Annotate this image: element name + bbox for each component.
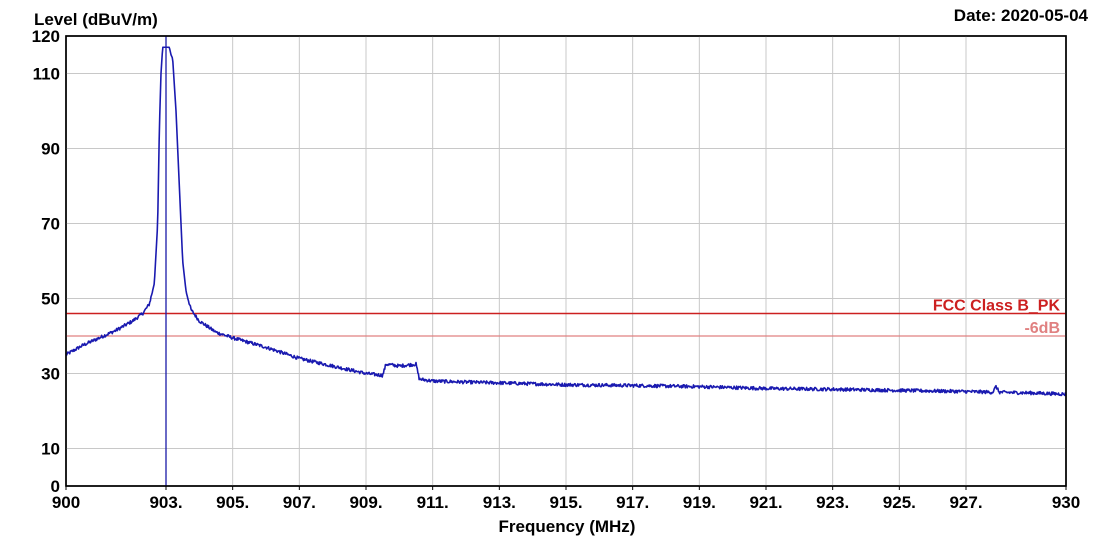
y-axis-label: Level (dBuV/m) bbox=[34, 10, 158, 29]
y-tick-label: 0 bbox=[51, 477, 60, 496]
x-tick-label: 917. bbox=[616, 493, 649, 512]
x-tick-label: 915. bbox=[549, 493, 582, 512]
series-layer bbox=[65, 46, 1067, 397]
plot-frame bbox=[65, 35, 1067, 487]
limit-line-label: -6dB bbox=[1024, 320, 1060, 337]
y-tick-label: 30 bbox=[41, 365, 60, 384]
x-tick-label: 909. bbox=[349, 493, 382, 512]
x-tick-label: 911. bbox=[417, 493, 449, 512]
x-tick-label: 930 bbox=[1052, 493, 1080, 512]
x-tick-label: 903. bbox=[149, 493, 182, 512]
x-tick-label: 923. bbox=[816, 493, 849, 512]
x-tick-label: 921. bbox=[749, 493, 782, 512]
x-tick-label: 925. bbox=[883, 493, 916, 512]
date-label: Date: 2020-05-04 bbox=[954, 6, 1089, 25]
y-tick-label: 50 bbox=[41, 290, 60, 309]
x-tick-label: 919. bbox=[683, 493, 716, 512]
y-tick-label: 90 bbox=[41, 140, 60, 159]
limit-lines: FCC Class B_PK -6dB bbox=[66, 298, 1066, 337]
y-tick-label: 70 bbox=[41, 215, 60, 234]
x-tick-label: 907. bbox=[283, 493, 316, 512]
y-tick-label: 120 bbox=[32, 27, 60, 46]
x-tick-label: 900 bbox=[52, 493, 80, 512]
limit-line-label: FCC Class B_PK bbox=[933, 298, 1061, 315]
x-axis-label: Frequency (MHz) bbox=[499, 517, 636, 536]
x-tick-label: 905. bbox=[216, 493, 249, 512]
grid bbox=[65, 36, 1067, 490]
x-tick-label: 913. bbox=[483, 493, 516, 512]
x-tick-label: 927. bbox=[949, 493, 982, 512]
y-tick-labels: 0 10 30 50 70 90 110 120 bbox=[32, 27, 60, 496]
y-tick-label: 110 bbox=[33, 65, 60, 84]
y-tick-label: 10 bbox=[41, 440, 60, 459]
x-tick-labels: 900 903. 905. 907. 909. 911. 913. 915. 917. 919. 9… bbox=[52, 493, 1080, 512]
series-line bbox=[65, 46, 1067, 397]
